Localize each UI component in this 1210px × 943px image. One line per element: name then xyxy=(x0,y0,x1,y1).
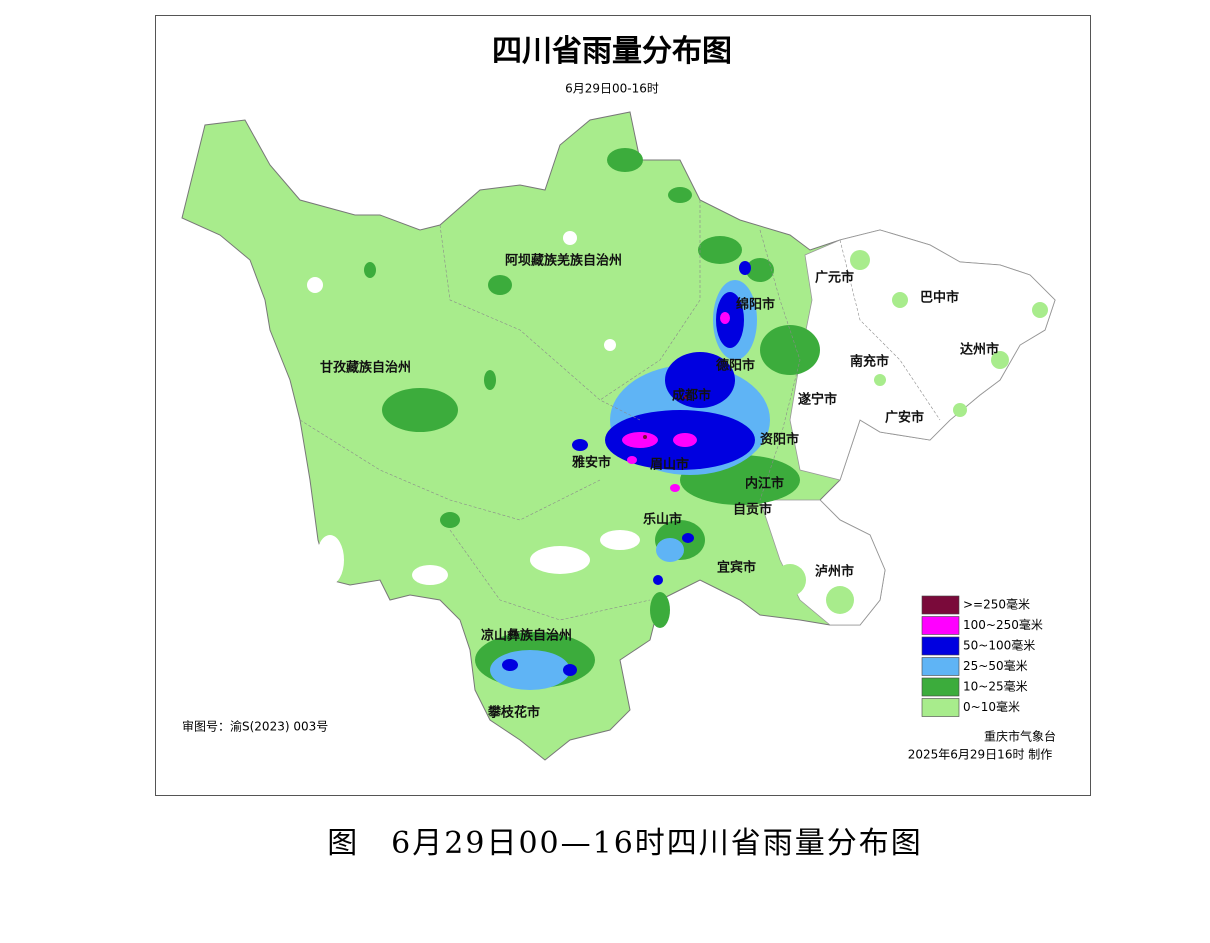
region-label: 宜宾市 xyxy=(717,560,756,576)
legend-swatch xyxy=(921,616,960,635)
legend-label: >=250毫米 xyxy=(963,597,1030,612)
map-title: 四川省雨量分布图 xyxy=(492,34,732,69)
legend-swatch xyxy=(921,595,960,615)
region-label: 凉山彝族自治州 xyxy=(481,628,572,644)
region-label: 泸州市 xyxy=(815,564,854,580)
legend: >=250毫米 100~250毫米 50~100毫米 25~50毫米 10~25毫米 0~… xyxy=(921,595,1043,717)
legend-swatch xyxy=(921,698,960,717)
region-label: 自贡市 xyxy=(733,502,772,518)
region-label: 广元市 xyxy=(815,270,854,286)
legend-label: 50~100毫米 xyxy=(963,638,1035,653)
made-time: 2025年6月29日16时 制作 xyxy=(908,748,1053,762)
region-label: 雅安市 xyxy=(572,455,611,471)
region-label: 眉山市 xyxy=(650,457,689,473)
region-label: 内江市 xyxy=(745,476,784,492)
region-labels: 阿坝藏族羌族自治州 甘孜藏族自治州 广元市 巴中市 绵阳市 德阳市 南充市 达州… xyxy=(320,253,999,721)
region-label: 绵阳市 xyxy=(736,297,775,313)
region-label: 遂宁市 xyxy=(798,392,837,408)
region-label: 德阳市 xyxy=(716,358,755,374)
region-label: 攀枝花市 xyxy=(487,705,540,721)
figure-caption: 图 6月29日00—16时四川省雨量分布图 xyxy=(327,826,923,861)
region-label: 南充市 xyxy=(850,354,889,370)
region-label: 阿坝藏族羌族自治州 xyxy=(505,253,622,269)
region-label: 巴中市 xyxy=(920,290,959,306)
region-label: 达州市 xyxy=(960,342,999,358)
legend-label: 100~250毫米 xyxy=(963,617,1043,632)
legend-swatch xyxy=(921,636,960,656)
region-label: 甘孜藏族自治州 xyxy=(320,360,411,376)
region-label: 乐山市 xyxy=(643,512,682,528)
legend-label: 10~25毫米 xyxy=(963,679,1028,694)
legend-swatch xyxy=(921,677,960,697)
approval-number: 审图号：渝S(2023) 003号 xyxy=(182,719,328,734)
region-label: 成都市 xyxy=(672,388,711,404)
map-subtitle: 6月29日00-16时 xyxy=(565,82,659,96)
region-label: 资阳市 xyxy=(760,432,799,448)
legend-label: 25~50毫米 xyxy=(963,658,1028,673)
legend-swatch xyxy=(921,657,960,676)
credit: 重庆市气象台 xyxy=(984,729,1056,744)
legend-label: 0~10毫米 xyxy=(963,699,1020,714)
region-label: 广安市 xyxy=(885,410,924,426)
province-map xyxy=(181,111,1056,761)
